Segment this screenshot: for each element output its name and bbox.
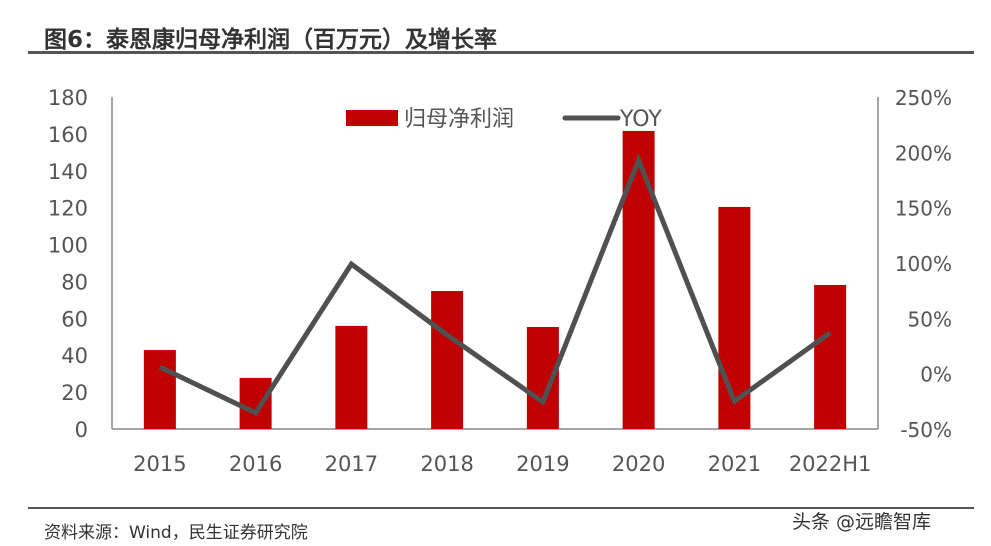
right-tick-label: 50% [908,307,952,331]
bar-2022H1 [814,284,847,429]
x-tick-label: 2022H1 [789,452,872,476]
x-tick-label: 2019 [516,452,569,476]
bar-2016 [239,377,272,429]
bar-2018 [431,291,464,429]
left-tick-label: 100 [48,234,88,258]
left-tick-label: 180 [48,86,88,110]
right-tick-label: 0% [920,363,952,387]
right-tick-label: 200% [895,141,952,165]
footer-divider [28,507,974,509]
left-tick-label: 0 [75,418,88,442]
bar-2017 [335,325,368,429]
source-note: 资料来源：Wind，民生证券研究院 [44,523,308,543]
left-tick-label: 60 [61,307,88,331]
right-tick-label: 250% [895,86,952,110]
x-tick-label: 2016 [229,452,282,476]
left-tick-label: 20 [61,381,88,405]
x-tick-label: 2020 [612,452,665,476]
left-tick-label: 140 [48,160,88,184]
right-tick-label: 150% [895,197,952,221]
x-tick-label: 2021 [708,452,761,476]
right-tick-label: -50% [900,418,952,442]
bar-2015 [143,350,176,429]
left-tick-label: 80 [61,270,88,294]
chart-title: 图6：泰恩康归母净利润（百万元）及增长率 [44,27,498,53]
yoy-line [158,153,832,417]
legend-label-line: YOY [619,107,662,132]
right-tick-label: 100% [895,252,952,276]
title-divider [28,51,974,54]
x-tick-label: 2017 [325,452,378,476]
legend-swatch-bar [346,110,398,126]
bar-2020 [622,130,655,429]
x-tick-label: 2015 [133,452,186,476]
left-tick-label: 120 [48,197,88,221]
legend-label-bar: 归母净利润 [404,107,514,132]
watermark: 头条 @远瞻智库 [792,511,932,533]
left-tick-label: 160 [48,123,88,147]
x-tick-label: 2018 [420,452,473,476]
left-tick-label: 40 [61,344,88,368]
